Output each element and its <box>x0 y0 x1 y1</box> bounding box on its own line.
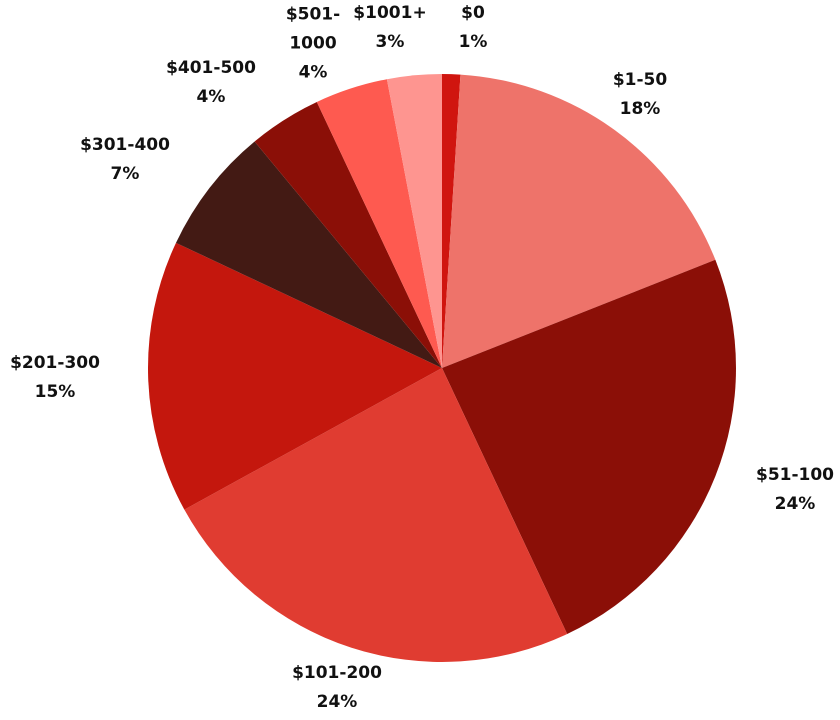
slice-label: $51-100 24% <box>756 461 834 519</box>
pie-slice <box>442 74 716 368</box>
value-label: 4% <box>298 62 328 83</box>
slice-label: $501-1000 4% <box>283 1 343 88</box>
slice-label: $201-300 15% <box>10 349 100 407</box>
slice-label: $1001+ 3% <box>353 0 426 57</box>
value-label: 3% <box>375 32 405 52</box>
slice-label: $401-500 4% <box>166 54 256 112</box>
slice-label: $101-200 24% <box>292 659 382 717</box>
pie-slice <box>316 79 442 368</box>
category-label: $101-200 <box>292 663 382 683</box>
slice-label: $301-400 7% <box>80 131 170 189</box>
pie-slice <box>148 242 442 510</box>
pie-slice <box>184 368 568 663</box>
category-label: $301-400 <box>80 135 170 155</box>
slice-label: $0 1% <box>459 0 488 57</box>
category-label: $1-50 <box>612 70 668 90</box>
value-label: 1% <box>458 32 488 52</box>
category-label: $201-300 <box>10 353 100 373</box>
category-label: $51-100 <box>755 465 835 485</box>
category-label: $1001+ <box>353 3 427 23</box>
value-label: 18% <box>619 99 661 119</box>
value-label: 4% <box>196 87 226 107</box>
slice-label: $1-50 18% <box>613 66 667 124</box>
value-label: 7% <box>110 164 140 184</box>
value-label: 15% <box>34 382 76 402</box>
pie-slice <box>442 259 736 635</box>
value-label: 24% <box>316 692 358 712</box>
category-label: $501-1000 <box>285 4 341 54</box>
pie-slice <box>442 74 461 368</box>
pie-slice <box>386 74 442 368</box>
pie-slice <box>254 101 442 369</box>
pie-slice <box>175 141 443 368</box>
value-label: 24% <box>774 494 816 514</box>
category-label: $401-500 <box>166 58 256 78</box>
category-label: $0 <box>461 3 485 23</box>
